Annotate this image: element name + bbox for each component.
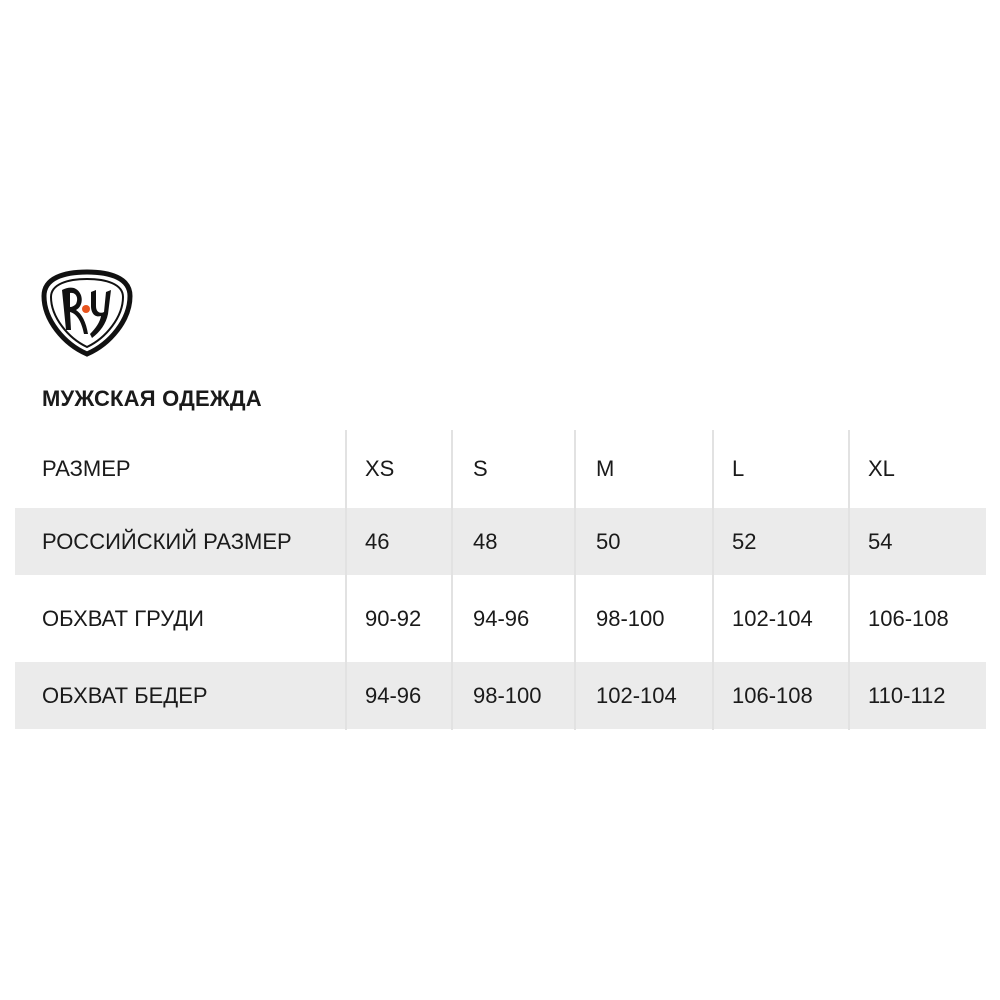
size-table: РАЗМЕР XS S M L XL РОССИЙСКИЙ РАЗМЕР 46 … xyxy=(15,430,986,729)
table-cell: 98-100 xyxy=(596,605,665,631)
header-cell: РАЗМЕР xyxy=(42,456,131,481)
header-cell: L xyxy=(732,456,745,481)
table-cell: 54 xyxy=(868,528,893,554)
table-cell: 98-100 xyxy=(473,682,542,708)
table-cell: 106-108 xyxy=(868,605,949,631)
column-divider xyxy=(848,430,850,730)
table-cell: 52 xyxy=(732,528,757,554)
column-divider xyxy=(712,430,714,730)
header-cell: XL xyxy=(868,456,895,481)
table-cell: 110-112 xyxy=(868,682,946,708)
table-cell: 94-96 xyxy=(473,605,530,631)
column-divider xyxy=(345,430,347,730)
row-label: ОБХВАТ ГРУДИ xyxy=(42,605,204,631)
column-divider xyxy=(574,430,576,730)
table-row: ОБХВАТ ГРУДИ 90-92 94-96 98-100 102-104 … xyxy=(15,575,986,662)
page-title: МУЖСКАЯ ОДЕЖДА xyxy=(42,386,262,411)
table-cell: 48 xyxy=(473,528,498,554)
row-label: РОССИЙСКИЙ РАЗМЕР xyxy=(42,528,292,554)
table-cell: 102-104 xyxy=(596,682,677,708)
column-divider xyxy=(451,430,453,730)
header-cell: S xyxy=(473,456,488,481)
row-label: ОБХВАТ БЕДЕР xyxy=(42,682,208,708)
table-header-row: РАЗМЕР XS S M L XL xyxy=(15,430,986,508)
table-cell: 90-92 xyxy=(365,605,422,631)
table-row: ОБХВАТ БЕДЕР 94-96 98-100 102-104 106-10… xyxy=(15,662,986,729)
table-cell: 94-96 xyxy=(365,682,422,708)
table-cell: 50 xyxy=(596,528,621,554)
header-cell: M xyxy=(596,456,615,481)
brand-logo xyxy=(41,269,133,357)
table-cell: 106-108 xyxy=(732,682,813,708)
table-cell: 46 xyxy=(365,528,390,554)
table-row: РОССИЙСКИЙ РАЗМЕР 46 48 50 52 54 xyxy=(15,508,986,575)
header-cell: XS xyxy=(365,456,395,481)
table-cell: 102-104 xyxy=(732,605,813,631)
